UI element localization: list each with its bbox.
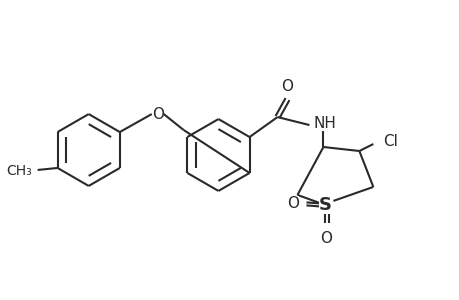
Text: S: S [318,196,331,214]
Text: NH: NH [313,116,336,130]
Text: Cl: Cl [382,134,397,148]
Text: O: O [320,231,332,246]
Text: O: O [281,79,293,94]
Text: O: O [287,196,299,211]
Text: O: O [151,106,163,122]
Text: CH₃: CH₃ [6,164,32,178]
